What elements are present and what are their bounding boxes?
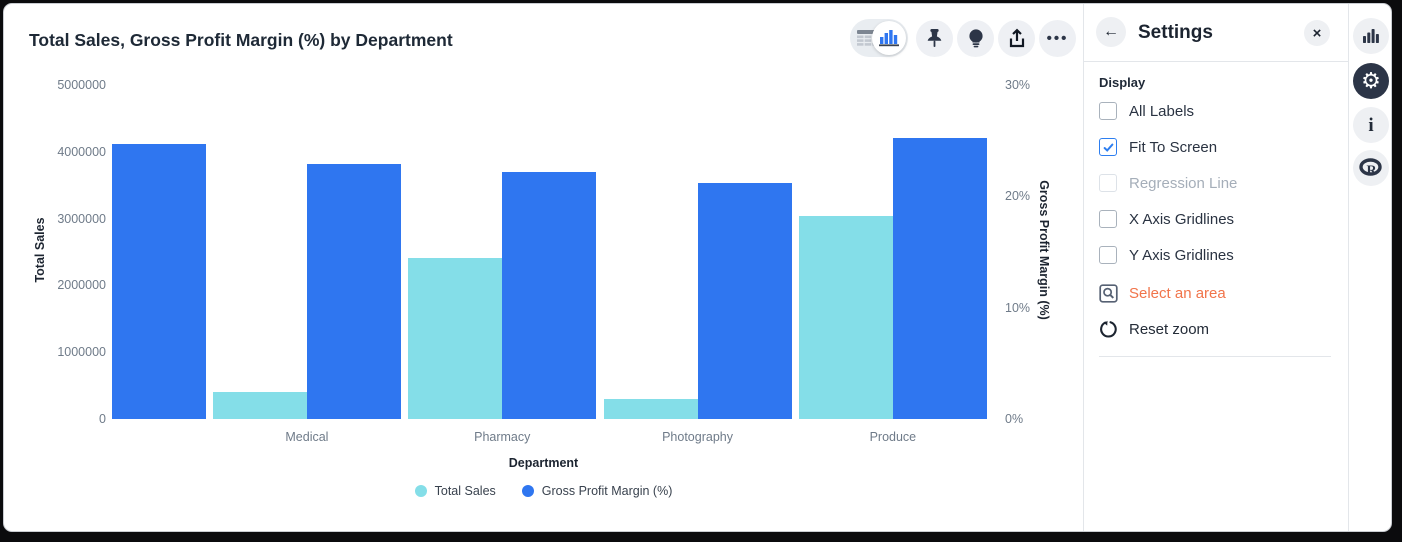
right-axis-title: Gross Profit Margin (%) [1037, 180, 1051, 320]
sidebar-item-info[interactable]: i [1353, 107, 1389, 143]
category-label-produce: Produce [869, 430, 917, 444]
legend-dot [414, 485, 427, 497]
left-axis-tick: 5000000 [57, 78, 106, 92]
sidebar-item-r[interactable]: R [1353, 150, 1389, 186]
legend-item-total-sales[interactable]: Total Sales [414, 484, 496, 498]
close-icon: × [1312, 24, 1322, 42]
checkbox-regression-line[interactable]: Regression Line [1099, 173, 1237, 193]
category-label-photography: Photography [662, 430, 733, 444]
back-button[interactable]: ← [1096, 17, 1126, 47]
checkbox-label: Regression Line [1129, 174, 1238, 192]
more-icon: ••• [1046, 29, 1069, 47]
left-axis-title: Total Sales [33, 217, 47, 283]
plot-area[interactable] [111, 85, 991, 419]
action-label: Reset zoom [1129, 320, 1210, 338]
bar-gross-profit-margin-produce[interactable] [892, 138, 987, 419]
gear-icon: ⚙ [1361, 68, 1381, 93]
checkbox-box[interactable] [1099, 210, 1117, 228]
checkbox-fit-to-screen[interactable]: Fit To Screen [1099, 137, 1217, 157]
bar-gross-profit-margin-medical[interactable] [306, 164, 401, 419]
display-section-label: Display [1099, 75, 1146, 90]
pin-button[interactable] [916, 19, 953, 57]
panel-left-divider [1083, 4, 1084, 531]
bar-total-sales-pharmacy[interactable] [408, 258, 503, 419]
select-area-icon [1099, 283, 1118, 303]
bar-chart-icon [1363, 29, 1379, 43]
r-logo-icon: R [1359, 158, 1382, 179]
legend-dot [521, 485, 534, 497]
app-window: Total Sales, Gross Profit Margin (%) by … [3, 3, 1392, 532]
info-icon: i [1368, 114, 1374, 136]
back-icon: ← [1103, 23, 1119, 40]
right-axis-tick: 20% [1005, 189, 1031, 204]
checkbox-all-labels[interactable]: All Labels [1099, 101, 1194, 121]
bar-gross-profit-margin-pharmacy[interactable] [502, 171, 597, 419]
chart-toolbar: ••• [850, 19, 1076, 57]
bar-gross-profit-margin-item[interactable] [111, 144, 206, 419]
settings-panel-title: Settings [1138, 22, 1213, 43]
more-button[interactable]: ••• [1039, 19, 1076, 57]
left-axis-tick: 0 [99, 412, 106, 426]
reset-zoom-icon [1099, 320, 1118, 339]
view-toggle[interactable] [850, 19, 908, 57]
checkbox-label: Y Axis Gridlines [1129, 246, 1234, 264]
sidebar-divider [1348, 4, 1349, 531]
action-select-an-area[interactable]: Select an area [1099, 283, 1226, 303]
bar-total-sales-photography[interactable] [603, 398, 698, 419]
category-label-pharmacy: Pharmacy [474, 430, 531, 444]
sidebar-item-settings[interactable]: ⚙ [1353, 63, 1389, 99]
chart-legend: Total Sales Gross Profit Margin (%) [4, 484, 1083, 498]
left-axis-tick: 3000000 [57, 211, 106, 226]
checkbox-label: X Axis Gridlines [1129, 210, 1235, 228]
action-label: Select an area [1129, 284, 1226, 302]
panel-header-divider [1083, 61, 1348, 62]
pin-icon [927, 29, 942, 47]
right-axis-tick: 30% [1005, 78, 1031, 92]
checkbox-box[interactable] [1099, 138, 1117, 156]
legend-label: Gross Profit Margin (%) [541, 484, 673, 498]
export-icon [1009, 28, 1024, 48]
chart-view-button[interactable] [872, 21, 906, 55]
svg-text:R: R [1367, 164, 1378, 179]
category-label-medical: Medical [285, 430, 329, 444]
chart-title: Total Sales, Gross Profit Margin (%) by … [29, 30, 453, 50]
legend-label: Total Sales [434, 484, 496, 498]
checkbox-label: All Labels [1129, 102, 1195, 120]
right-axis-tick: 10% [1005, 300, 1031, 315]
panel-bottom-divider [1099, 356, 1331, 357]
insights-button[interactable] [957, 19, 994, 57]
checkbox-label: Fit To Screen [1129, 138, 1218, 156]
checkbox-box[interactable] [1099, 102, 1117, 120]
left-axis-tick: 4000000 [57, 144, 106, 159]
bar-total-sales-medical[interactable] [212, 392, 307, 419]
left-axis-tick: 1000000 [57, 345, 106, 360]
chart-view-icon [879, 30, 899, 47]
right-axis-tick: 0% [1005, 412, 1024, 426]
left-axis-tick: 2000000 [57, 278, 106, 293]
legend-item-gross-profit-margin[interactable]: Gross Profit Margin (%) [521, 484, 673, 498]
sidebar-item-chart[interactable] [1353, 18, 1389, 54]
x-axis-label: Department [508, 456, 579, 470]
checkbox-y-axis-gridlines[interactable]: Y Axis Gridlines [1099, 245, 1234, 265]
export-button[interactable] [998, 19, 1035, 57]
lightbulb-icon [968, 29, 983, 48]
checkbox-x-axis-gridlines[interactable]: X Axis Gridlines [1099, 209, 1234, 229]
checkbox-box[interactable] [1099, 246, 1117, 264]
close-button[interactable]: × [1304, 20, 1330, 46]
bar-total-sales-produce[interactable] [798, 215, 893, 419]
checkbox-box[interactable] [1099, 174, 1117, 192]
bar-gross-profit-margin-photography[interactable] [697, 182, 792, 419]
action-reset-zoom[interactable]: Reset zoom [1099, 319, 1209, 339]
